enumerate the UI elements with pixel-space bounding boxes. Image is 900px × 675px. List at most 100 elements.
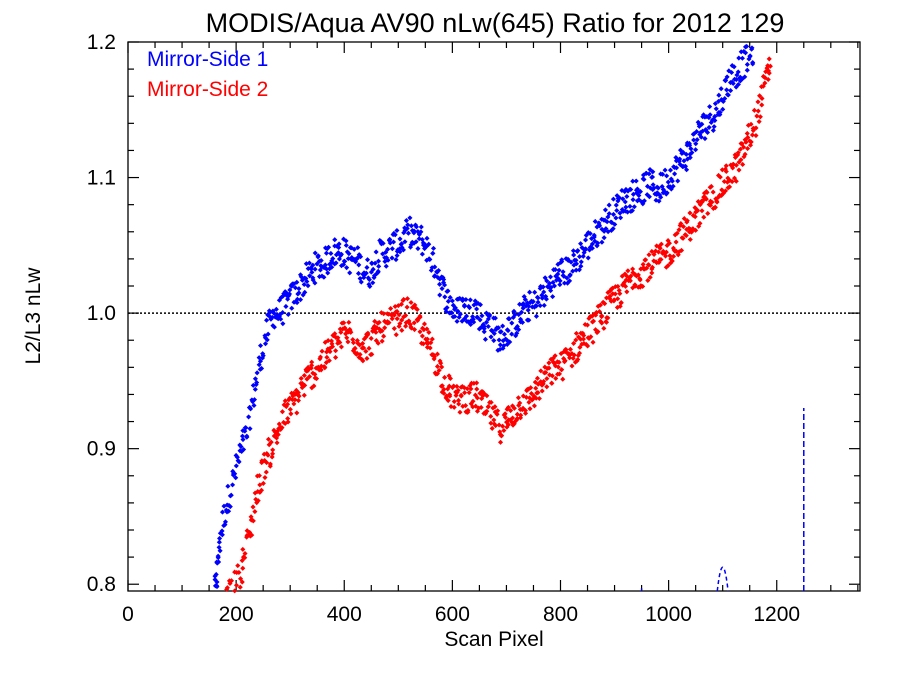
mirror-side-1-point bbox=[392, 232, 398, 238]
mirror-side-2-point bbox=[515, 395, 521, 401]
mirror-side-1-point bbox=[370, 266, 376, 272]
mirror-side-2-point bbox=[705, 210, 711, 216]
mirror-side-2-point bbox=[555, 364, 561, 370]
mirror-side-2-point bbox=[625, 268, 631, 274]
mirror-side-2-point bbox=[429, 336, 435, 342]
mirror-side-2-point bbox=[427, 345, 433, 351]
mirror-side-1-point bbox=[541, 302, 547, 308]
mirror-side-1-point bbox=[667, 167, 674, 173]
mirror-side-2-point bbox=[365, 330, 371, 336]
mirror-side-2-point bbox=[291, 401, 297, 407]
plot-frame bbox=[127, 41, 861, 592]
mirror-side-2-point bbox=[322, 365, 328, 371]
mirror-side-1-point bbox=[294, 300, 300, 306]
mirror-side-1-point bbox=[578, 241, 584, 247]
mirror-side-1-point bbox=[278, 316, 284, 322]
mirror-side-1-point bbox=[487, 312, 493, 318]
mirror-side-1-point bbox=[447, 294, 453, 300]
mirror-side-2-point bbox=[552, 353, 558, 359]
mirror-side-2-point bbox=[319, 348, 325, 354]
mirror-side-1-point bbox=[467, 297, 473, 303]
mirror-side-1-point bbox=[535, 295, 541, 301]
mirror-side-1-point bbox=[405, 222, 411, 228]
mirror-side-2-point bbox=[333, 348, 339, 354]
mirror-side-1-point bbox=[251, 402, 257, 409]
mirror-side-1-point bbox=[323, 250, 330, 256]
mirror-side-1-point bbox=[367, 283, 373, 289]
mirror-side-2-point bbox=[393, 332, 399, 338]
mirror-side-2-point bbox=[649, 264, 655, 270]
mirror-side-1-point bbox=[302, 289, 308, 295]
mirror-side-2-point bbox=[637, 277, 643, 283]
mirror-side-1-point bbox=[497, 342, 503, 348]
mirror-side-2-point bbox=[397, 321, 403, 327]
mirror-side-2-point bbox=[458, 393, 464, 399]
mirror-side-2-point bbox=[404, 296, 411, 302]
mirror-side-1-point bbox=[506, 316, 512, 322]
mirror-side-2-point bbox=[399, 317, 405, 323]
mirror-side-2-point bbox=[350, 340, 356, 346]
mirror-side-2-point bbox=[332, 331, 338, 337]
mirror-side-2-point bbox=[294, 410, 300, 416]
mirror-side-2-point bbox=[457, 409, 463, 415]
mirror-side-1-point bbox=[430, 245, 437, 251]
mirror-side-2-point bbox=[451, 404, 457, 410]
mirror-side-2-point bbox=[766, 56, 772, 62]
mirror-side-2-point bbox=[744, 130, 750, 137]
mirror-side-2-point bbox=[275, 432, 281, 438]
mirror-side-2-point bbox=[669, 258, 675, 264]
mirror-side-2-point bbox=[312, 371, 318, 377]
mirror-side-1-point bbox=[402, 239, 408, 245]
mirror-side-1-point bbox=[509, 331, 515, 337]
mirror-side-2-point bbox=[488, 413, 494, 419]
mirror-side-2-point bbox=[502, 414, 508, 420]
mirror-side-1-point bbox=[287, 287, 293, 293]
mirror-side-2-point bbox=[411, 320, 417, 326]
mirror-side-1-point bbox=[527, 289, 533, 295]
mirror-side-2-point bbox=[549, 373, 555, 379]
mirror-side-1-point bbox=[376, 263, 382, 269]
mirror-side-2-point bbox=[256, 473, 262, 479]
mirror-side-1-point bbox=[216, 539, 222, 545]
mirror-side-2-point bbox=[549, 380, 555, 386]
mirror-side-1-point bbox=[606, 202, 612, 208]
mirror-side-1-point bbox=[613, 215, 619, 221]
mirror-side-1-point bbox=[474, 314, 481, 320]
mirror-side-1-point bbox=[247, 426, 253, 432]
mirror-side-2-point bbox=[311, 383, 317, 389]
mirror-side-2-point bbox=[455, 397, 462, 403]
mirror-side-1-point bbox=[296, 286, 302, 292]
mirror-side-2-point bbox=[478, 404, 484, 411]
mirror-side-1-point bbox=[630, 197, 636, 203]
mirror-side-2-point bbox=[468, 386, 474, 392]
mirror-side-2-point bbox=[599, 320, 605, 326]
mirror-side-2-point bbox=[454, 383, 460, 389]
mirror-side-1-point bbox=[532, 289, 538, 295]
mirror-side-2-point bbox=[268, 439, 274, 445]
mirror-side-1-point bbox=[718, 86, 724, 92]
mirror-side-1-point bbox=[322, 262, 328, 268]
mirror-side-2-point bbox=[302, 382, 308, 388]
mirror-side-2-point bbox=[379, 338, 385, 344]
mirror-side-1-point bbox=[482, 336, 488, 342]
mirror-side-2-point bbox=[488, 420, 494, 426]
mirror-side-1-point bbox=[408, 223, 414, 229]
mirror-side-1-point bbox=[509, 320, 515, 326]
mirror-side-2-point bbox=[618, 299, 624, 306]
mirror-side-1-point bbox=[520, 301, 526, 307]
mirror-side-2-point bbox=[742, 151, 748, 157]
mirror-side-1-point bbox=[488, 334, 494, 340]
mirror-side-1-point bbox=[711, 124, 717, 130]
mirror-side-2-point bbox=[267, 461, 273, 467]
mirror-side-2-point bbox=[436, 367, 442, 373]
mirror-side-2-point bbox=[301, 372, 307, 379]
mirror-side-2-point bbox=[505, 404, 511, 410]
mirror-side-2-point bbox=[553, 375, 559, 381]
mirror-side-2-point bbox=[531, 403, 537, 409]
mirror-side-2-point bbox=[381, 311, 387, 317]
mirror-side-2-point bbox=[699, 208, 705, 214]
mirror-side-2-point bbox=[535, 390, 541, 396]
mirror-side-1-point bbox=[601, 235, 607, 241]
mirror-side-1-point bbox=[241, 447, 247, 453]
